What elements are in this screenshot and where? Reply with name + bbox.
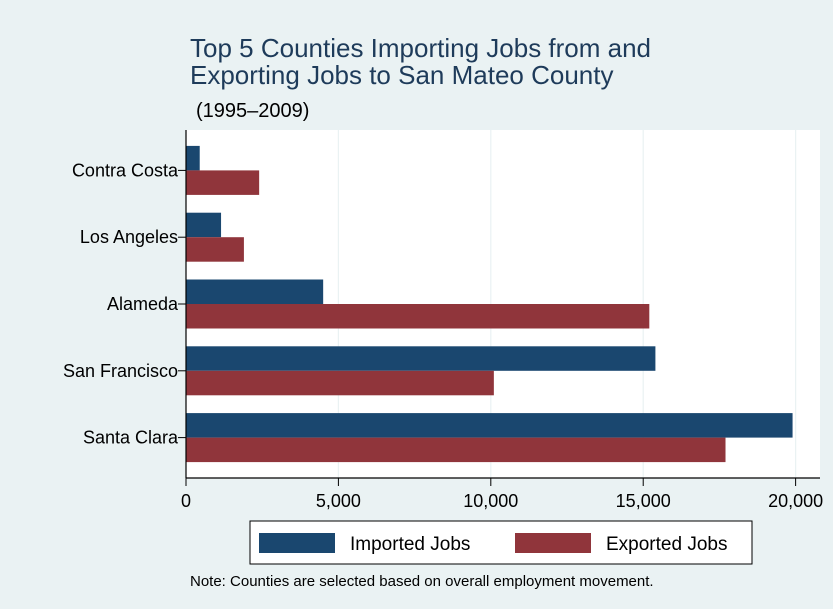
y-tick-label: Alameda	[107, 294, 179, 314]
y-tick-label: Santa Clara	[83, 428, 179, 448]
bars	[186, 145, 793, 463]
x-tick-label: 5,000	[316, 491, 361, 511]
legend-swatch-imported-jobs	[259, 533, 335, 553]
y-tick-label: Los Angeles	[80, 227, 178, 247]
x-tick-label: 0	[181, 491, 191, 511]
x-tick-label: 10,000	[463, 491, 518, 511]
bar-imported-jobs	[186, 279, 324, 304]
bar-exported-jobs	[186, 370, 494, 396]
x-axis-ticks: 0 5,000 10,000 15,000 20,000	[181, 478, 823, 511]
legend-swatch-exported-jobs	[515, 533, 591, 553]
bar-imported-jobs	[186, 346, 656, 371]
bar-exported-jobs	[186, 437, 726, 463]
chart-subtitle: (1995–2009)	[196, 100, 309, 122]
x-tick-label: 15,000	[616, 491, 671, 511]
legend-label-imported-jobs: Imported Jobs	[350, 534, 470, 555]
bar-imported-jobs	[186, 413, 793, 438]
chart-title-line-1: Top 5 Counties Importing Jobs from and	[190, 33, 651, 63]
bar-exported-jobs	[186, 170, 260, 195]
bar-exported-jobs	[186, 237, 244, 262]
y-tick-label: San Francisco	[63, 361, 178, 381]
bar-exported-jobs	[186, 304, 650, 329]
chart-title-line-2: Exporting Jobs to San Mateo County	[190, 60, 613, 90]
legend: Imported Jobs Exported Jobs	[249, 520, 753, 565]
bar-imported-jobs	[186, 212, 222, 238]
chart-note: Note: Counties are selected based on ove…	[190, 573, 654, 590]
y-tick-label: Contra Costa	[72, 160, 179, 180]
y-axis-ticks: Contra Costa Los Angeles Alameda San Franci…	[63, 160, 186, 448]
legend-label-exported-jobs: Exported Jobs	[606, 534, 727, 555]
x-tick-label: 20,000	[768, 491, 823, 511]
bar-imported-jobs	[186, 145, 200, 171]
